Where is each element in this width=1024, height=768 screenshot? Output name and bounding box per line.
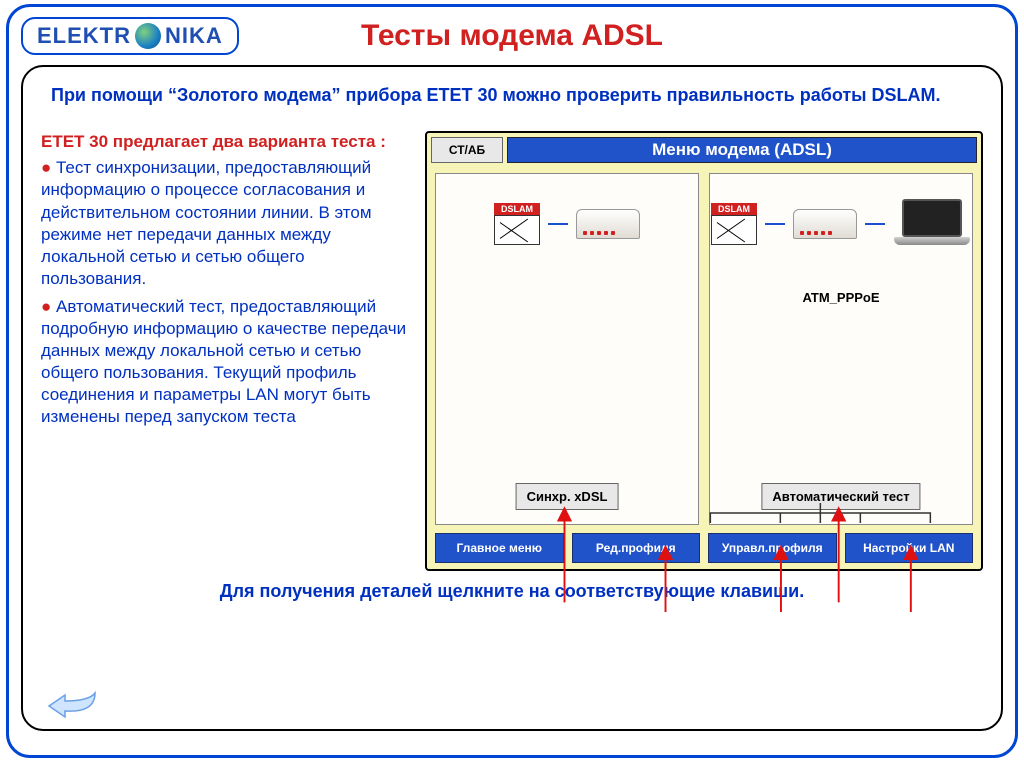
left-column: ЕТЕТ 30 предлагает два варианта теста : … — [41, 131, 411, 571]
logo: ELEKTR NIKA — [21, 17, 239, 55]
modem-icon — [793, 209, 857, 239]
wire-icon — [548, 223, 568, 225]
modem-panel: СТ/АБ Меню модема (ADSL) DSLAM — [425, 131, 983, 571]
panel-footer: Главное меню Ред.профиля Управл.профиля … — [435, 533, 973, 563]
dslam-icon: DSLAM — [711, 203, 757, 245]
dslam-label: DSLAM — [494, 203, 540, 215]
equip-row-1: DSLAM — [436, 184, 698, 264]
header-left-button[interactable]: СТ/АБ — [431, 137, 503, 163]
panel-body: DSLAM Синхр. xDSL — [435, 173, 973, 525]
laptop-icon — [893, 199, 971, 249]
footer-btn-main-menu[interactable]: Главное меню — [435, 533, 564, 563]
inner-frame: При помощи “Золотого модема” прибора ЕТЕ… — [21, 65, 1003, 731]
footer-btn-lan-settings[interactable]: Настройки LAN — [845, 533, 974, 563]
content-row: ЕТЕТ 30 предлагает два варианта теста : … — [41, 131, 983, 571]
header-title: Меню модема (ADSL) — [507, 137, 977, 163]
footer-btn-ctrl-profile[interactable]: Управл.профиля — [708, 533, 837, 563]
dslam-label: DSLAM — [711, 203, 757, 215]
panel-header: СТ/АБ Меню модема (ADSL) — [427, 133, 981, 167]
subhead: ЕТЕТ 30 предлагает два варианта теста : — [41, 131, 411, 153]
atm-label: ATM_PPPoE — [710, 290, 972, 305]
dslam-icon: DSLAM — [494, 203, 540, 245]
footnote: Для получения деталей щелкните на соотве… — [41, 581, 983, 602]
sync-xdsl-button[interactable]: Синхр. xDSL — [516, 483, 619, 510]
bullet-1-text: Тест синхронизации, предоставляющий инфо… — [41, 158, 372, 287]
wire-icon — [865, 223, 885, 225]
bullet-2-text: Автоматический тест, предоставляющий под… — [41, 297, 406, 426]
bullet-2: ● Автоматический тест, предоставляющий п… — [41, 296, 411, 429]
right-column: СТ/АБ Меню модема (ADSL) DSLAM — [425, 131, 983, 571]
wire-icon — [765, 223, 785, 225]
slot-auto: DSLAM — [709, 173, 973, 525]
modem-icon — [576, 209, 640, 239]
globe-icon — [135, 23, 161, 49]
slot-sync: DSLAM Синхр. xDSL — [435, 173, 699, 525]
outer-frame: ELEKTR NIKA Тесты модема ADSL При помощи… — [6, 4, 1018, 758]
auto-test-button[interactable]: Автоматический тест — [761, 483, 920, 510]
logo-left: ELEKTR — [37, 23, 131, 49]
topbar: ELEKTR NIKA Тесты модема ADSL — [21, 15, 1003, 57]
intro-text: При помощи “Золотого модема” прибора ЕТЕ… — [41, 83, 983, 117]
footer-btn-edit-profile[interactable]: Ред.профиля — [572, 533, 701, 563]
logo-right: NIKA — [165, 23, 223, 49]
bullet-1: ● Тест синхронизации, предоставляющий ин… — [41, 157, 411, 290]
equip-row-2: DSLAM — [710, 184, 972, 264]
back-arrow-button[interactable] — [45, 689, 99, 723]
